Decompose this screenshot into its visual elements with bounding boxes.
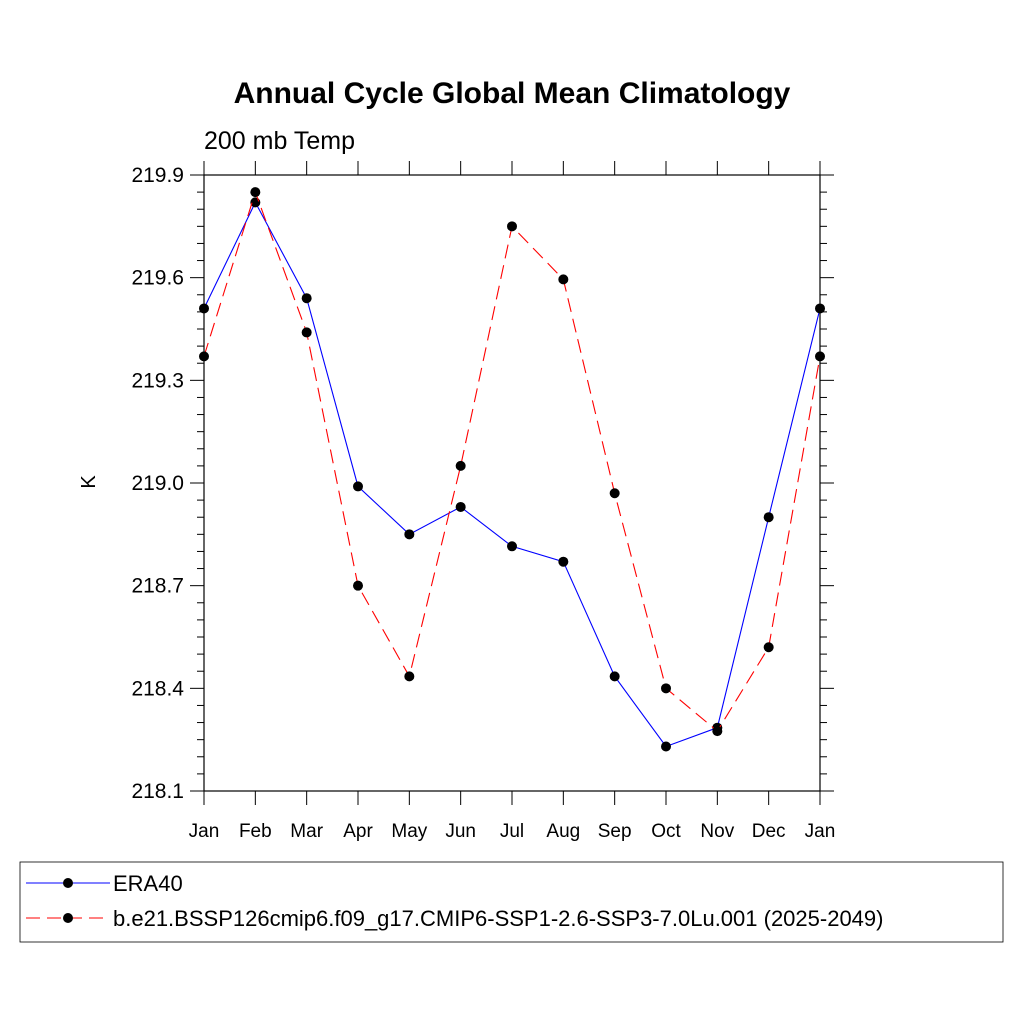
axis-ticks <box>190 161 834 805</box>
x-tick-label: Oct <box>651 821 681 842</box>
series-2-point <box>199 351 209 362</box>
y-tick-label: 218.4 <box>131 677 184 700</box>
series-line-1 <box>203 201 821 748</box>
series-2-point <box>815 351 825 362</box>
series-2-point <box>609 488 620 499</box>
x-tick-label: Jan <box>805 821 836 842</box>
series-2-point <box>455 460 466 471</box>
x-tick-label: Dec <box>752 821 786 842</box>
series-2-point <box>661 683 671 694</box>
series-2-point <box>763 642 774 653</box>
series-2-point <box>558 274 569 285</box>
x-tick-label: Sep <box>598 821 632 842</box>
y-tick-label: 219.6 <box>131 267 184 290</box>
y-tick-label: 219.3 <box>131 369 184 392</box>
legend-marker-2 <box>63 913 73 923</box>
series-1-point <box>558 556 569 567</box>
series-layer <box>199 187 825 752</box>
series-1-point <box>301 293 312 304</box>
y-tick-label: 218.7 <box>131 575 184 598</box>
x-tick-label: May <box>391 821 427 842</box>
legend-label-1: ERA40 <box>113 871 183 896</box>
x-tick-label: Apr <box>343 821 373 842</box>
y-tick-label: 218.1 <box>131 780 184 803</box>
y-tick-labels: 219.9 219.6 219.3 219.0 218.7 218.4 218.1 <box>131 164 184 803</box>
x-tick-label: Jun <box>445 821 476 842</box>
series-2-point <box>301 327 312 338</box>
chart-subtitle: 200 mb Temp <box>204 127 355 155</box>
series-1-point <box>455 501 466 512</box>
series-2-point <box>404 671 415 682</box>
x-tick-labels: Jan Feb Mar Apr May Jun Jul Aug Sep Oct Nov Dec Jan <box>189 821 836 842</box>
y-tick-label: 219.0 <box>131 472 184 495</box>
series-1-point <box>661 741 671 752</box>
series-2-point <box>250 187 261 198</box>
y-axis-label: K <box>78 475 100 489</box>
plot-frame <box>203 174 821 792</box>
series-2-point <box>507 221 517 232</box>
series-line-2 <box>203 190 821 732</box>
series-1-point <box>250 197 261 208</box>
series-2-point <box>353 580 363 591</box>
series-1-point <box>404 529 415 540</box>
x-tick-label: Mar <box>290 821 323 842</box>
x-tick-label: Nov <box>700 821 734 842</box>
series-1-point <box>199 303 209 314</box>
x-tick-label: Aug <box>546 821 580 842</box>
chart-title: Annual Cycle Global Mean Climatology <box>234 77 791 110</box>
y-tick-label: 219.9 <box>131 164 184 187</box>
legend-box <box>19 861 1004 943</box>
legend: ERA40 b.e21.BSSP126cmip6.f09_g17.CMIP6-SS… <box>26 871 883 931</box>
legend-marker-1 <box>63 878 73 888</box>
x-tick-label: Feb <box>239 821 272 842</box>
series-2-point <box>712 726 723 737</box>
series-1-point <box>507 541 517 552</box>
x-tick-label: Jan <box>189 821 220 842</box>
series-1-point <box>609 671 620 682</box>
series-1-point <box>763 512 774 523</box>
series-1-point <box>815 303 825 314</box>
x-tick-label: Jul <box>500 821 524 842</box>
series-1-point <box>353 481 363 492</box>
legend-label-2: b.e21.BSSP126cmip6.f09_g17.CMIP6-SSP1-2.… <box>113 906 883 931</box>
